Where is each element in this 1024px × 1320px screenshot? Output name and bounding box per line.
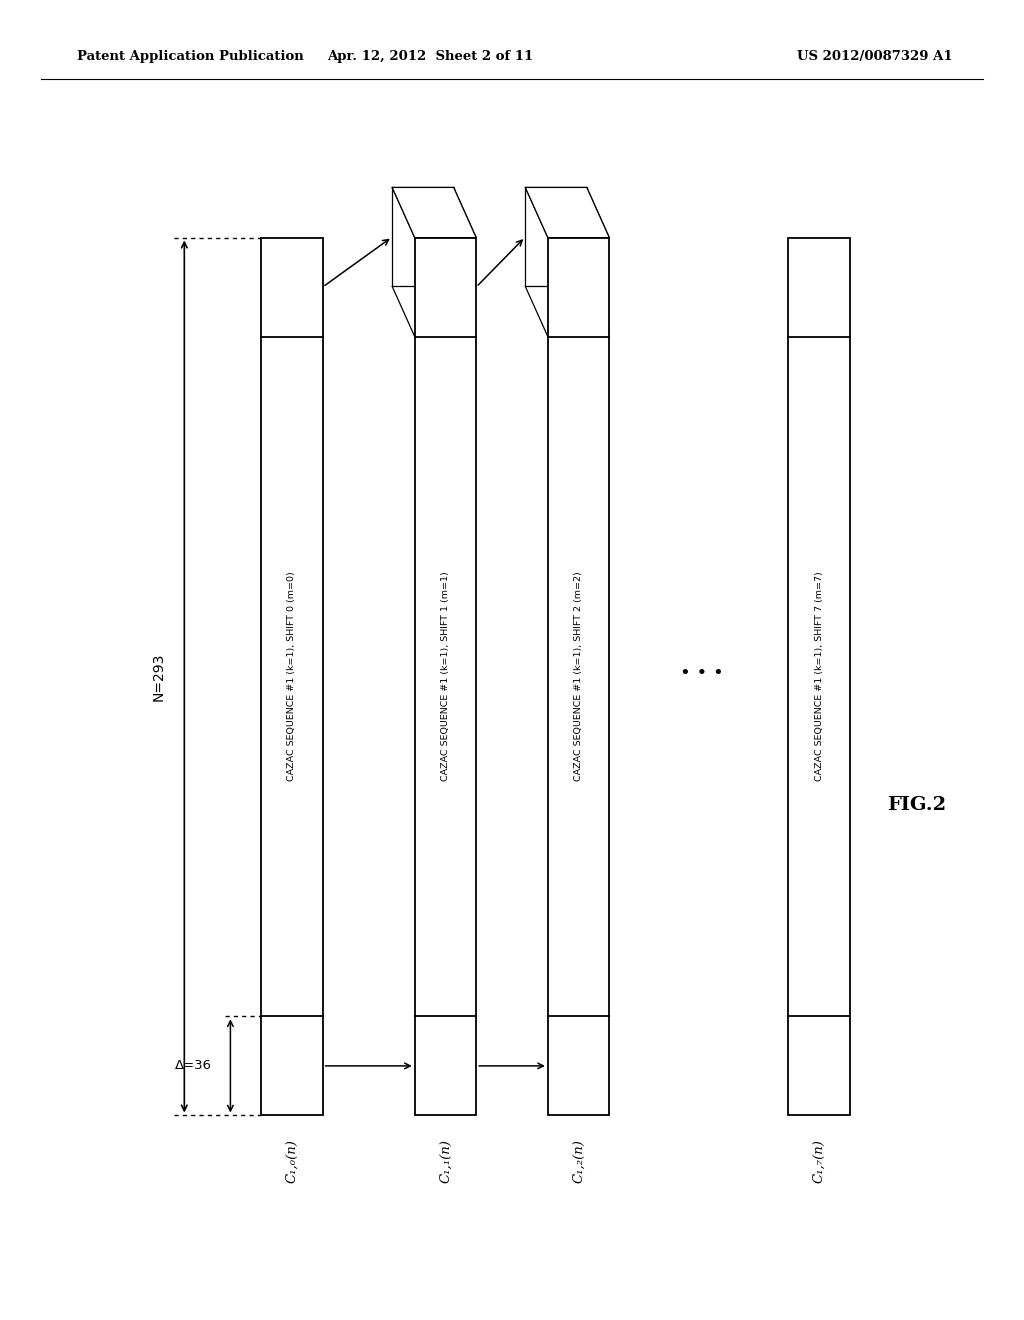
Text: C₁,₂(n): C₁,₂(n) bbox=[572, 1139, 585, 1183]
Text: CAZAC SEQUENCE #1 (k=1), SHIFT 7 (m=7): CAZAC SEQUENCE #1 (k=1), SHIFT 7 (m=7) bbox=[815, 572, 823, 781]
Bar bbox=[415, 238, 476, 1115]
Text: C₁,₇(n): C₁,₇(n) bbox=[813, 1139, 825, 1183]
Text: Δ=36: Δ=36 bbox=[175, 1060, 212, 1072]
Text: FIG.2: FIG.2 bbox=[887, 796, 946, 814]
Text: CAZAC SEQUENCE #1 (k=1), SHIFT 1 (m=1): CAZAC SEQUENCE #1 (k=1), SHIFT 1 (m=1) bbox=[441, 572, 450, 781]
Text: C₁,₁(n): C₁,₁(n) bbox=[439, 1139, 452, 1183]
Text: CAZAC SEQUENCE #1 (k=1), SHIFT 2 (m=2): CAZAC SEQUENCE #1 (k=1), SHIFT 2 (m=2) bbox=[574, 572, 583, 781]
Bar bbox=[392, 187, 454, 286]
Text: • • •: • • • bbox=[680, 664, 723, 682]
Text: US 2012/0087329 A1: US 2012/0087329 A1 bbox=[797, 50, 952, 63]
Text: N=293: N=293 bbox=[152, 652, 166, 701]
Polygon shape bbox=[392, 187, 476, 238]
Text: C₁,₀(n): C₁,₀(n) bbox=[286, 1139, 298, 1183]
Bar bbox=[788, 238, 850, 1115]
Text: CAZAC SEQUENCE #1 (k=1), SHIFT 0 (m=0): CAZAC SEQUENCE #1 (k=1), SHIFT 0 (m=0) bbox=[288, 572, 296, 781]
Polygon shape bbox=[525, 187, 609, 238]
Bar bbox=[525, 187, 587, 286]
Bar bbox=[548, 238, 609, 1115]
Bar bbox=[261, 238, 323, 1115]
Text: Patent Application Publication: Patent Application Publication bbox=[77, 50, 303, 63]
Text: Apr. 12, 2012  Sheet 2 of 11: Apr. 12, 2012 Sheet 2 of 11 bbox=[327, 50, 534, 63]
